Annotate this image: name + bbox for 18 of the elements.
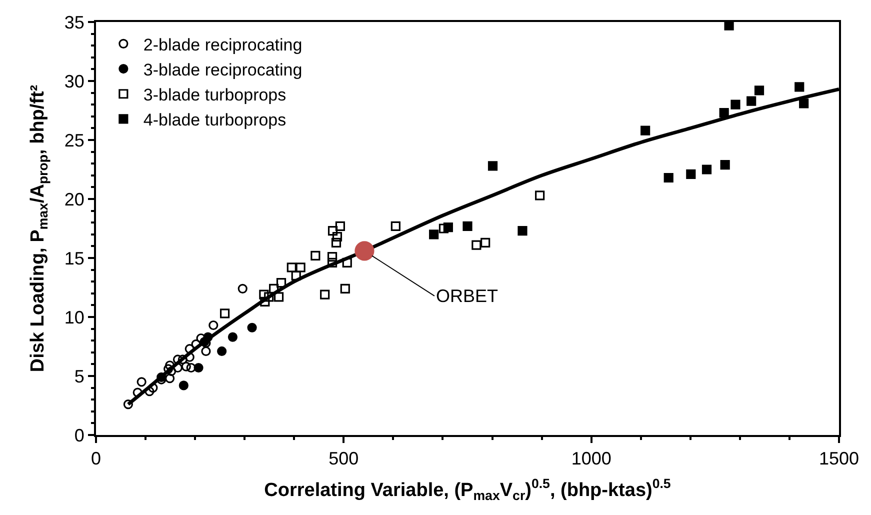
x-tick-label: 1500	[818, 448, 860, 469]
x-axis-title: Correlating Variable, (P$_{max}$V$_{cr}$)$^{0.5}$, (bhp-ktas)$^{0.5}$	[264, 476, 672, 503]
legend-label: 2-blade reciprocating	[143, 35, 302, 54]
x-tick-label: 0	[90, 448, 102, 469]
y-tick-label: 35	[64, 12, 84, 32]
legend-label: 4-blade turboprops	[143, 110, 286, 130]
legend-label: 3-blade turboprops	[143, 86, 286, 105]
y-tick-label: 5	[74, 366, 84, 386]
y-tick-label: 20	[64, 189, 84, 210]
y-tick-label: 10	[64, 307, 84, 328]
annotation: ORBET	[436, 286, 498, 306]
y-tick-label: 30	[64, 71, 84, 92]
y-tick-label: 25	[64, 130, 84, 150]
x-tick-label: 500	[328, 448, 359, 469]
y-tick-label: 0	[74, 425, 84, 446]
y-tick-label: 15	[64, 248, 84, 268]
legend-label: 3-blade reciprocating	[143, 60, 302, 80]
x-tick-label: 1000	[571, 448, 612, 469]
